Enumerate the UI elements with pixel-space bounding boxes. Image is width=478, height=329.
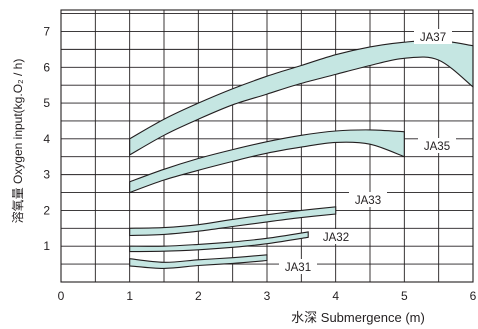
series-label-background: [418, 138, 456, 153]
series-label-background: [279, 259, 317, 274]
x-tick-label: 2: [195, 289, 202, 303]
y-tick-label: 5: [43, 96, 50, 110]
chart-bands: [129, 39, 474, 269]
series-label-ja33: JA33: [355, 195, 381, 207]
band-ja31: [129, 254, 268, 269]
band-ja33: [129, 206, 337, 237]
x-tick-label: 5: [401, 289, 408, 303]
series-label-ja37: JA37: [420, 32, 446, 44]
x-tick-label: 6: [470, 289, 477, 303]
chart-series-labels: JA37 JA35 JA33 JA32 JA31: [279, 29, 456, 274]
series-label-background: [317, 229, 355, 244]
band-ja32: [129, 231, 309, 253]
plot-frame: [60, 9, 474, 283]
y-tick-label: 6: [43, 60, 50, 74]
series-label-ja32: JA32: [323, 232, 349, 244]
x-axis-title: 水深 Submergence (m): [291, 310, 425, 325]
series-label-ja31: JA31: [285, 262, 311, 274]
series-label-background: [349, 192, 387, 207]
x-tick-label: 1: [126, 289, 133, 303]
y-tick-label: 3: [43, 168, 50, 182]
series-label-background: [414, 29, 452, 44]
series-label-ja35: JA35: [424, 141, 450, 153]
y-tick-label: 7: [43, 24, 50, 38]
chart-tick-labels: 0 1 2 3 4 5 6 1 2 3 4 5 6 7: [43, 24, 476, 303]
y-tick-label: 1: [43, 239, 50, 253]
y-tick-label: 2: [43, 203, 50, 217]
x-tick-label: 0: [58, 289, 65, 303]
x-tick-label: 4: [332, 289, 339, 303]
band-ja35: [129, 129, 405, 194]
y-axis-title: 溶氧量 Oxygen input(kg.O₂ / h): [10, 59, 25, 224]
x-tick-label: 3: [264, 289, 271, 303]
y-tick-label: 4: [43, 132, 50, 146]
